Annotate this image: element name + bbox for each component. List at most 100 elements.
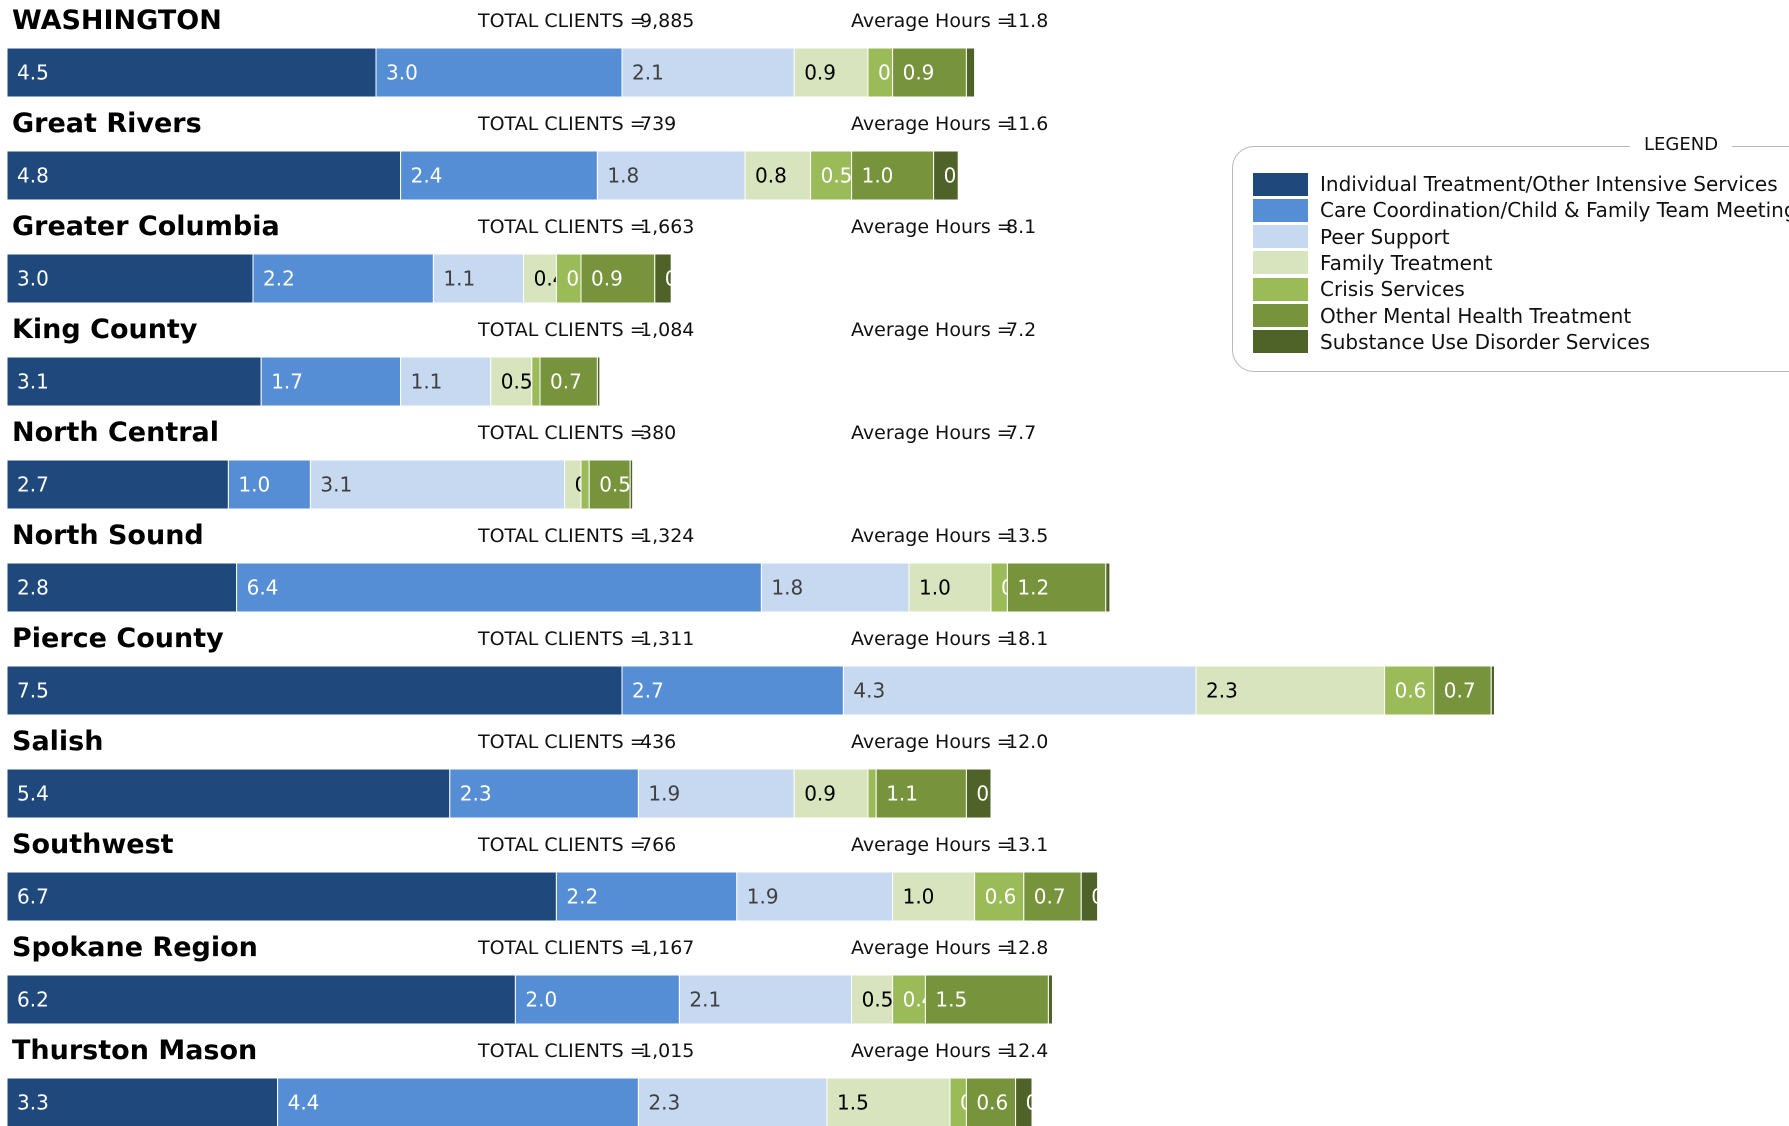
bar-segment [678, 974, 853, 1025]
bar-segment [6, 768, 451, 819]
total-clients-label: TOTAL CLIENTS = [477, 731, 646, 753]
average-hours-value: 11.8 [1006, 10, 1048, 32]
legend-label: Peer Support [1320, 224, 1450, 249]
segment-label: 0.6 [976, 1091, 1008, 1115]
legend-label: Care Coordination/Child & Family Team Me… [1320, 198, 1789, 223]
bar-segment [6, 1077, 279, 1126]
segment-label: 6.4 [247, 576, 279, 600]
bar-segment [793, 768, 869, 819]
region-great-rivers: Great Rivers TOTAL CLIENTS =739 Average Ho… [6, 108, 1048, 201]
average-hours-value: 11.6 [1006, 113, 1048, 135]
total-clients-value: 1,324 [640, 525, 694, 547]
bar-segment [744, 150, 812, 201]
bar-segment [736, 871, 894, 922]
bar-segment [523, 253, 557, 304]
bar-segment [539, 356, 598, 407]
legend-item: Family Treatment [1253, 250, 1492, 276]
segment-label: 0.8 [755, 164, 787, 188]
region-salish: Salish TOTAL CLIENTS =436 Average Hours =1… [6, 726, 1048, 819]
bar-segment [580, 459, 590, 510]
bar-segment [810, 150, 853, 201]
segment-label: 0.9 [903, 61, 935, 85]
bar-segment [867, 768, 877, 819]
segment-label: 3.0 [386, 61, 418, 85]
region-north-central: North Central TOTAL CLIENTS =380 Average H… [6, 417, 1036, 510]
average-hours-label: Average Hours = [851, 937, 1013, 959]
total-clients-label: TOTAL CLIENTS = [477, 422, 646, 444]
segment-label: 0.6 [985, 885, 1017, 909]
bar-segment [621, 47, 795, 98]
bar-segment [6, 150, 402, 201]
segment-label: 3.3 [17, 1091, 49, 1115]
average-hours-value: 8.1 [1006, 216, 1036, 238]
segment-label: 0.5 [501, 370, 533, 394]
bar-segment [6, 356, 262, 407]
legend-label: Individual Treatment/Other Intensive Ser… [1320, 172, 1778, 196]
segment-label: 0.6 [1395, 679, 1427, 703]
segment-label: 2.1 [689, 988, 721, 1012]
bar-segment [596, 356, 601, 407]
bar-segment [637, 768, 795, 819]
bar-segment [1080, 871, 1099, 922]
total-clients-label: TOTAL CLIENTS = [477, 1040, 646, 1062]
segment-label: 0.3 [976, 782, 1008, 806]
region-southwest: Southwest TOTAL CLIENTS =766 Average Hours… [6, 829, 1123, 922]
region-name: Pierce County [12, 623, 224, 654]
bar-segment [6, 459, 229, 510]
segment-label: 0.2 [665, 267, 697, 291]
bar-segment [252, 253, 434, 304]
average-hours-value: 13.5 [1006, 525, 1048, 547]
bar-segment [793, 47, 869, 98]
legend-swatch [1253, 172, 1308, 196]
bar-segment [309, 459, 566, 510]
segment-label: 0.7 [1034, 885, 1066, 909]
segment-label: 0.5 [821, 164, 853, 188]
segment-label: 1.8 [607, 164, 639, 188]
average-hours-value: 7.7 [1006, 422, 1036, 444]
total-clients-value: 9,885 [640, 10, 694, 32]
segment-label: 0.9 [591, 267, 623, 291]
total-clients-value: 380 [640, 422, 676, 444]
region-name: King County [12, 314, 198, 345]
total-clients-value: 739 [640, 113, 676, 135]
bar-segment [1105, 562, 1111, 613]
legend-swatch [1253, 304, 1308, 327]
bar-segment [6, 47, 377, 98]
region-name: Southwest [12, 829, 174, 860]
segment-label: 6.2 [17, 988, 49, 1012]
bar-segment [6, 974, 516, 1025]
average-hours-value: 12.4 [1006, 1040, 1048, 1062]
segment-label: 1.0 [903, 885, 935, 909]
segment-label: 1.1 [886, 782, 918, 806]
bar-segment [236, 562, 762, 613]
legend-swatch [1253, 330, 1308, 354]
average-hours-value: 12.0 [1006, 731, 1048, 753]
bar-segment [375, 47, 623, 98]
segment-label: 0.7 [1444, 679, 1476, 703]
average-hours-value: 18.1 [1006, 628, 1048, 650]
legend-swatch [1253, 251, 1308, 275]
bar-segment [1015, 1077, 1033, 1126]
average-hours-label: Average Hours = [851, 1040, 1013, 1062]
segment-label: 1.5 [935, 988, 967, 1012]
total-clients-label: TOTAL CLIENTS = [477, 113, 646, 135]
average-hours-value: 7.2 [1006, 319, 1036, 341]
segment-label: 1.0 [862, 164, 894, 188]
segment-label: 0.2 [1091, 885, 1123, 909]
bar-segment [1195, 665, 1386, 716]
segment-label: 1.0 [238, 473, 270, 497]
legend-label: Substance Use Disorder Services [1320, 329, 1651, 354]
average-hours-label: Average Hours = [851, 10, 1013, 32]
bar-segment [490, 356, 533, 407]
region-name: North Sound [12, 520, 204, 551]
segment-label: 3.1 [17, 370, 49, 394]
total-clients-value: 1,167 [640, 937, 694, 959]
bar-segment [596, 150, 746, 201]
legend-label: Other Mental Health Treatment [1320, 303, 1632, 328]
total-clients-label: TOTAL CLIENTS = [477, 10, 646, 32]
segment-label: 2.4 [411, 164, 443, 188]
bar-segment [1047, 974, 1054, 1025]
average-hours-label: Average Hours = [851, 422, 1013, 444]
bar-segment [555, 253, 582, 304]
